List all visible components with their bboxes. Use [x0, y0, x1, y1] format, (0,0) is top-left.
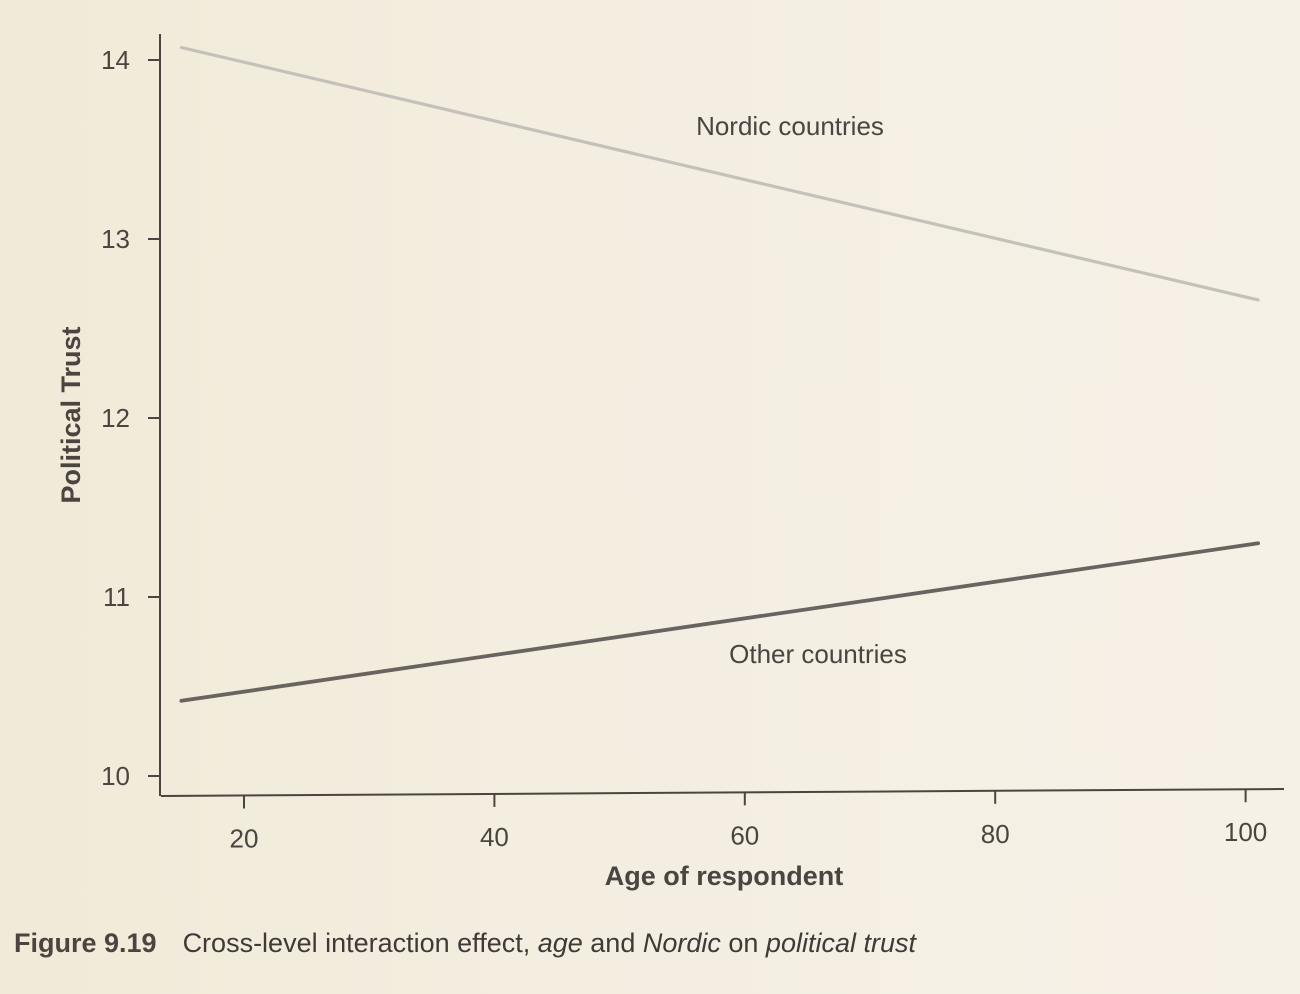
- x-axis-line: [160, 788, 1285, 797]
- y-axis-title: Political Trust: [56, 326, 86, 503]
- caption-nordic: Nordic: [642, 928, 721, 958]
- y-tick-label-12: 12: [101, 403, 130, 433]
- figure-caption: Figure 9.19 Cross-level interaction effec…: [14, 928, 916, 959]
- y-tick-label-11: 11: [103, 582, 130, 612]
- caption-age: age: [537, 928, 583, 958]
- x-tick-label-100: 100: [1224, 817, 1267, 847]
- x-axis-title: Age of respondent: [605, 861, 844, 891]
- caption-text-3: on: [720, 928, 766, 958]
- series-line-other-countries: [179, 541, 1260, 703]
- x-tick-label-60: 60: [730, 820, 759, 850]
- caption-text-2: and: [582, 928, 643, 958]
- x-tick-label-40: 40: [480, 822, 509, 852]
- series-label-other-countries: Other countries: [729, 639, 907, 669]
- x-tick-label-20: 20: [230, 823, 259, 853]
- series-line-nordic-countries: [179, 45, 1260, 302]
- caption-text-1: Cross-level interaction effect,: [182, 928, 538, 958]
- caption-political-trust: political trust: [765, 928, 916, 958]
- y-tick-label-10: 10: [101, 761, 130, 791]
- figure-number: Figure 9.19: [14, 928, 157, 958]
- series-label-nordic-countries: Nordic countries: [696, 111, 884, 141]
- x-tick-label-80: 80: [981, 819, 1010, 849]
- y-tick-label-13: 13: [101, 224, 130, 254]
- y-tick-label-14: 14: [101, 45, 130, 75]
